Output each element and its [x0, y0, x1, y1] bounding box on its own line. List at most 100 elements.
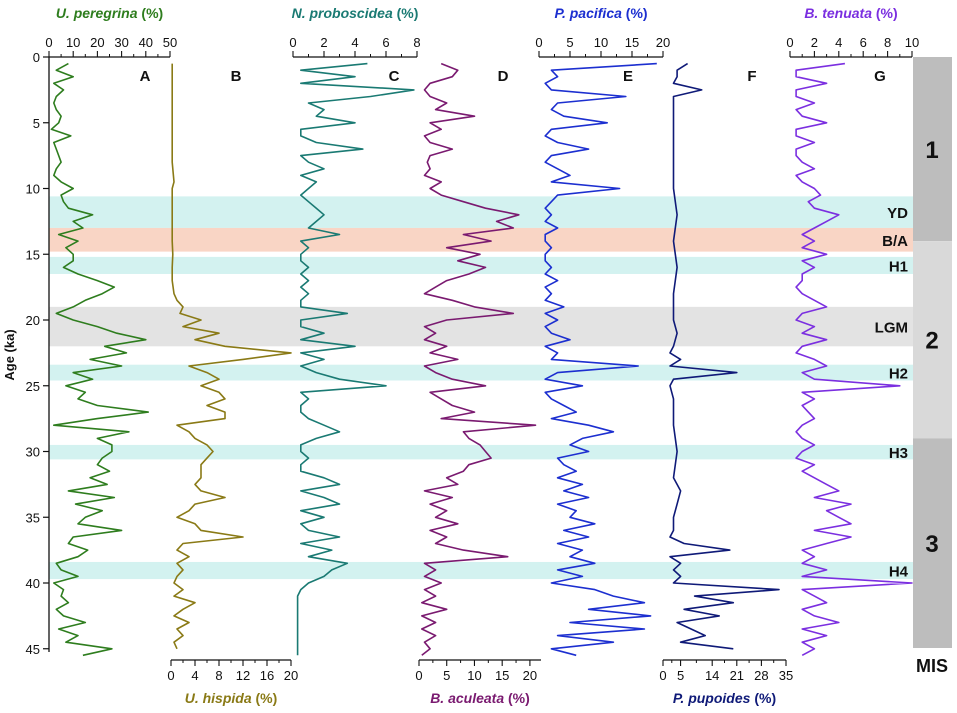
- x-tick-label: 20: [656, 35, 670, 50]
- panel-a: 0 10 20 30 40 50U. peregrina (%) A: [45, 5, 177, 657]
- x-tick-label: 0: [45, 35, 52, 50]
- panel-title: B. aculeata (%): [430, 690, 530, 706]
- x-tick-label: 8: [884, 35, 891, 50]
- x-tick-label: 4: [835, 35, 842, 50]
- series-line-e: [544, 62, 657, 657]
- x-tick-label: 21: [730, 668, 744, 683]
- x-tick-label: 5: [566, 35, 573, 50]
- x-tick-label: 6: [382, 35, 389, 50]
- x-tick-label: 12: [236, 668, 250, 683]
- y-tick-label: 15: [26, 247, 40, 262]
- mis-stage: [913, 241, 952, 439]
- y-tick-label: 5: [33, 116, 40, 131]
- panels: 0 10 20 30 40 50U. peregrina (%)A0 4 8 12 16 20U. …: [45, 5, 919, 706]
- panel-letter: E: [623, 68, 633, 85]
- x-tick-label: 8: [413, 35, 420, 50]
- y-tick-label: 45: [26, 642, 40, 657]
- x-tick-label: 6: [860, 35, 867, 50]
- band-label: LGM: [875, 320, 908, 337]
- event-bands: YD B/A H1 LGM H2 H3 H4: [49, 196, 913, 581]
- band-label: YD: [887, 205, 908, 222]
- y-tick-label: 20: [26, 313, 40, 328]
- band-label: H3: [889, 445, 908, 462]
- x-tick-label: 2: [320, 35, 327, 50]
- mis-stage: [913, 57, 952, 242]
- band-h3: [49, 444, 913, 460]
- band-label: H4: [889, 564, 909, 581]
- series-line-b: [171, 63, 292, 650]
- y-tick-label: 10: [26, 182, 40, 197]
- x-tick-label: 8: [215, 668, 222, 683]
- mis-label: MIS: [916, 656, 948, 676]
- y-tick-label: 40: [26, 576, 40, 591]
- mis-stage-label: 1: [925, 137, 938, 164]
- x-tick-label: 28: [754, 668, 768, 683]
- y-tick-label: 30: [26, 445, 40, 460]
- band-lgm: [49, 306, 913, 347]
- x-tick-label: 0: [535, 35, 542, 50]
- x-tick-label: 0: [659, 668, 666, 683]
- series-line-c: [296, 62, 415, 656]
- mis-stage-label: 3: [925, 531, 938, 558]
- x-tick-label: 14: [705, 668, 719, 683]
- x-tick-label: 20: [284, 668, 298, 683]
- panel-title: P. pupoides (%): [673, 690, 776, 706]
- y-tick-label: 0: [33, 50, 40, 65]
- x-tick-label: 5: [677, 668, 684, 683]
- panel-letter: F: [747, 68, 756, 85]
- x-tick-label: 10: [905, 35, 919, 50]
- band-label: H1: [889, 258, 908, 275]
- x-tick-label: 50: [163, 35, 177, 50]
- panel-b: 0 4 8 12 16 20 U. hispida (%) B: [167, 63, 298, 706]
- y-axis-title: Age (ka): [2, 329, 17, 380]
- panel-g: 0 2 4 6 8 10 B. tenuata (%) G: [786, 5, 919, 657]
- panel-letter: D: [498, 68, 509, 85]
- panel-title: U. peregrina (%): [56, 5, 163, 21]
- panel-letter: G: [874, 68, 886, 85]
- panel-title: P. pacifica (%): [554, 5, 647, 21]
- x-tick-label: 30: [114, 35, 128, 50]
- panel-e: 0 5 10 15 20 P. pacifica (%) E: [535, 5, 670, 657]
- mis-stage-label: 2: [925, 328, 938, 355]
- mis-stage: [913, 438, 952, 648]
- x-tick-label: 15: [625, 35, 639, 50]
- panel-title: U. hispida (%): [185, 690, 278, 706]
- panel-letter: B: [231, 68, 242, 85]
- panel-c: 0 2 4 6 8 N. proboscidea (%) C: [289, 5, 421, 656]
- x-tick-label: 15: [495, 668, 509, 683]
- x-tick-label: 0: [786, 35, 793, 50]
- x-tick-label: 20: [90, 35, 104, 50]
- x-tick-label: 0: [289, 35, 296, 50]
- x-tick-label: 10: [66, 35, 80, 50]
- series-line-d: [420, 62, 537, 656]
- x-tick-label: 20: [523, 668, 537, 683]
- x-tick-label: 35: [779, 668, 793, 683]
- x-tick-label: 4: [191, 668, 198, 683]
- panel-letter: A: [140, 68, 151, 85]
- x-tick-label: 5: [443, 668, 450, 683]
- x-tick-label: 2: [811, 35, 818, 50]
- band-h2: [49, 364, 913, 381]
- band-label: B/A: [882, 233, 908, 250]
- x-tick-label: 40: [139, 35, 153, 50]
- panel-title: N. proboscidea (%): [292, 5, 419, 21]
- panel-f: 0 5 14 21 28 35P. pupoides (%) F: [659, 62, 793, 706]
- x-tick-label: 0: [167, 668, 174, 683]
- band-label: H2: [889, 366, 908, 383]
- band-yd: [49, 196, 913, 228]
- series-line-f: [669, 62, 780, 650]
- series-line-g: [795, 62, 913, 657]
- x-tick-label: 10: [594, 35, 608, 50]
- band-h1: [49, 256, 913, 274]
- panel-letter: C: [389, 68, 400, 85]
- mis-column: 1 2 3 MIS: [913, 57, 952, 676]
- y-tick-label: 25: [26, 379, 40, 394]
- x-tick-label: 0: [415, 668, 422, 683]
- series-line-a: [50, 62, 149, 657]
- x-tick-label: 10: [467, 668, 481, 683]
- band-h4: [49, 561, 913, 580]
- x-tick-label: 4: [351, 35, 358, 50]
- panel-title: B. tenuata (%): [804, 5, 897, 21]
- y-tick-label: 35: [26, 510, 40, 525]
